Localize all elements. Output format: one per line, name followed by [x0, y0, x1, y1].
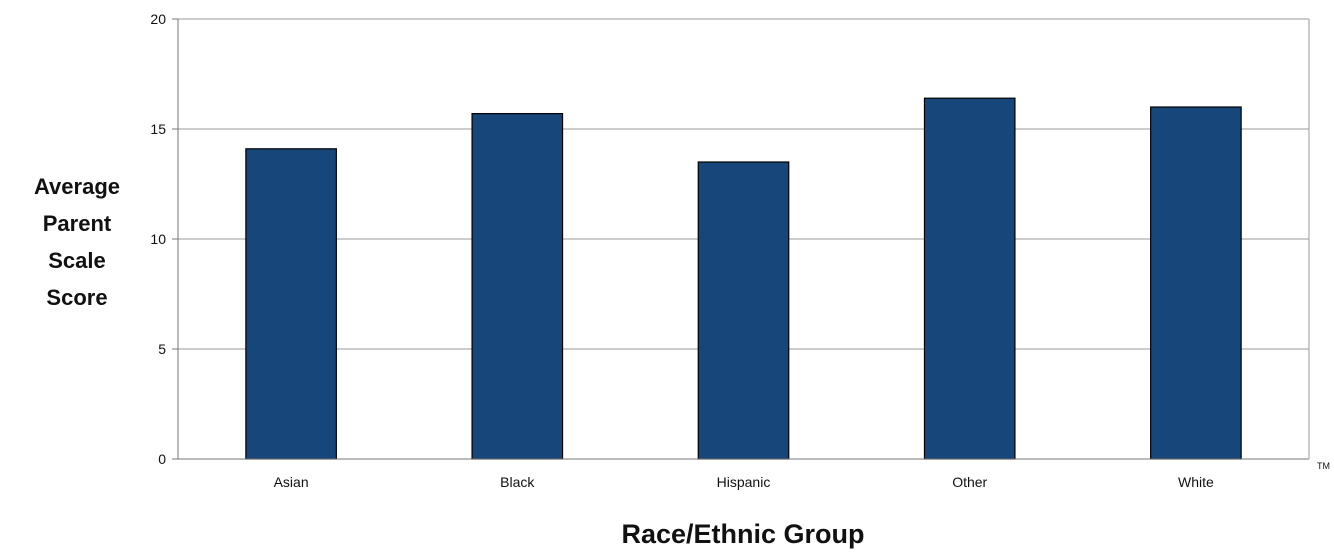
y-tick-labels: 0 5 10 15 20 — [150, 11, 166, 467]
trademark-mark: TM — [1317, 461, 1330, 471]
bars — [245, 97, 1242, 460]
axes — [177, 19, 1310, 460]
x-tick-label: White — [1178, 474, 1214, 490]
y-tick-label: 10 — [150, 231, 166, 247]
x-tick-label: Black — [500, 474, 535, 490]
y-axis-title-line: Score — [46, 285, 107, 310]
bar-asian — [245, 148, 337, 460]
bar-white — [1150, 106, 1242, 460]
bar-hispanic — [697, 161, 790, 460]
y-tick-label: 20 — [150, 11, 166, 27]
x-tick-label: Other — [952, 474, 987, 490]
y-axis-title-line: Parent — [43, 211, 112, 236]
y-axis-title: Average Parent Scale Score — [34, 174, 120, 310]
bar-other — [923, 97, 1016, 460]
bar-black — [471, 112, 564, 460]
y-tick-label: 0 — [158, 451, 166, 467]
x-tick-label: Asian — [274, 474, 309, 490]
y-tick-label: 15 — [150, 121, 166, 137]
y-tick-label: 5 — [158, 341, 166, 357]
x-tick-label: Hispanic — [717, 474, 771, 490]
y-axis-title-line: Average — [34, 174, 120, 199]
x-axis-title: Race/Ethnic Group — [621, 519, 864, 549]
x-tick-labels: Asian Black Hispanic Other White — [274, 474, 1214, 490]
y-axis-title-line: Scale — [48, 248, 106, 273]
